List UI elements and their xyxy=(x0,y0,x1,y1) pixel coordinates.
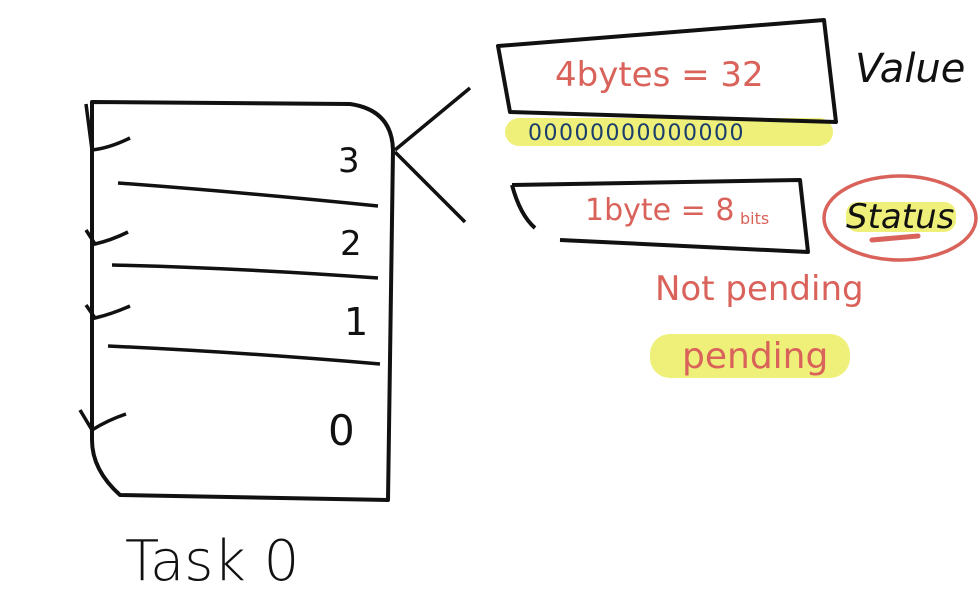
task-title: Task 0 xyxy=(125,529,299,594)
value-bits: 00000000000000 xyxy=(528,121,745,146)
value-label: Value xyxy=(855,46,965,92)
status-circle xyxy=(822,174,978,262)
connector-to-status xyxy=(393,150,467,224)
bits-highlight xyxy=(505,118,833,146)
connector-to-value xyxy=(393,86,472,152)
status-box-subscript: bits xyxy=(740,209,769,228)
task-slot-0: 0 xyxy=(328,406,355,455)
pending-highlight xyxy=(650,334,850,378)
value-box xyxy=(496,18,838,124)
status-box xyxy=(510,178,810,254)
status-box-text: 1byte = 8 xyxy=(585,193,734,228)
task-block xyxy=(78,100,395,502)
task-slot-2: 2 xyxy=(340,224,362,264)
value-box-text: 4bytes = 32 xyxy=(555,55,764,95)
state-not-pending: Not pending xyxy=(655,269,864,309)
state-pending: pending xyxy=(682,336,828,377)
task-slot-1: 1 xyxy=(344,300,368,344)
status-label: Status xyxy=(846,197,954,237)
task-slot-3: 3 xyxy=(338,141,360,181)
status-underline xyxy=(869,233,921,243)
status-highlight xyxy=(846,202,956,232)
